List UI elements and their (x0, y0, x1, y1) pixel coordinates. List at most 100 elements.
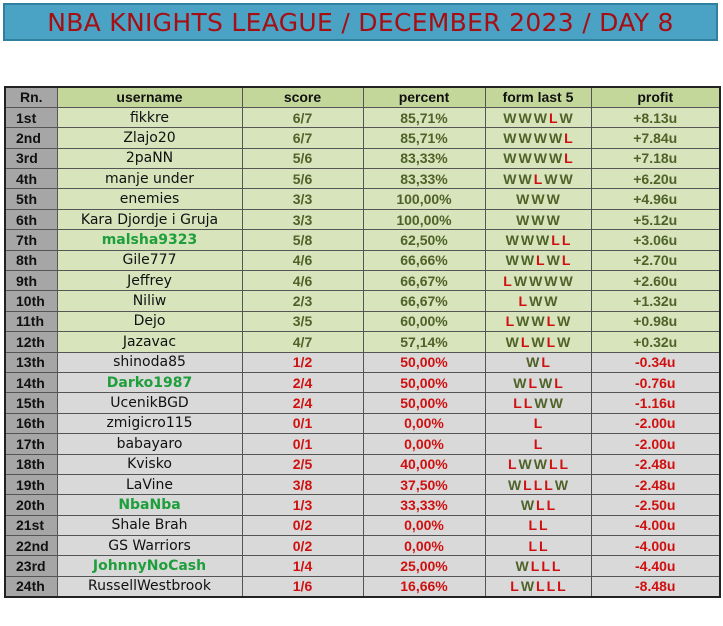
form-win: W (503, 129, 517, 146)
table-row: 5th enemies 3/3 100,00% W W W +4.96u (4, 188, 721, 210)
form-cell: L (484, 412, 592, 435)
header-score: score (241, 86, 364, 108)
form-win: W (518, 170, 532, 187)
form-win: W (546, 191, 560, 208)
table-row: 7th malsha9323 5/8 62,50% W W W L L +3.06u (4, 229, 721, 251)
username-cell: GS Warriors (56, 535, 243, 557)
form-win: W (548, 129, 563, 146)
form-loss: L (528, 374, 537, 391)
username-cell: RussellWestbrook (56, 575, 243, 598)
form-loss: L (546, 497, 556, 513)
rank-cell: 1st (4, 106, 58, 129)
percent-cell: 0,00% (362, 433, 486, 455)
score-cell: 4/6 (241, 249, 364, 272)
form-win: W (516, 211, 530, 228)
score-cell: 5/8 (241, 229, 364, 251)
score-cell: 1/3 (241, 494, 364, 516)
form-loss: L (505, 313, 515, 330)
percent-cell: 66,67% (362, 290, 486, 312)
form-loss: L (523, 395, 533, 412)
profit-cell: -2.48u (590, 453, 721, 475)
form-loss: L (533, 170, 543, 187)
form-win: W (503, 150, 517, 167)
form-loss: L (528, 517, 537, 534)
form-loss: L (523, 476, 532, 493)
form-loss: L (533, 415, 543, 432)
table-row: 20th NbaNba 1/3 33,33% W L L -2.50u (4, 494, 721, 516)
percent-cell: 66,67% (362, 270, 486, 292)
form-cell: L (484, 433, 592, 455)
profit-cell: +4.96u (590, 188, 721, 210)
form-loss: L (520, 333, 530, 350)
username-cell: Shale Brah (56, 514, 243, 537)
percent-cell: 16,66% (362, 575, 486, 598)
form-win: W (539, 374, 553, 391)
percent-cell: 0,00% (362, 514, 486, 537)
form-loss: L (564, 150, 573, 167)
rank-cell: 20th (4, 494, 58, 516)
table-row: 16th zmigicro115 0/1 0,00% L -2.00u (4, 412, 721, 435)
rank-cell: 15th (4, 392, 58, 414)
form-win: W (533, 109, 547, 126)
form-loss: L (518, 293, 528, 310)
profit-cell: -2.00u (590, 433, 721, 455)
table-row: 21st Shale Brah 0/2 0,00% L L -4.00u (4, 514, 721, 537)
form-loss: L (533, 476, 543, 493)
table-row: 3rd 2paNN 5/6 83,33% W W W W L +7.18u (4, 147, 721, 170)
score-cell: 4/6 (241, 270, 364, 292)
form-win: W (518, 456, 532, 473)
percent-cell: 37,50% (362, 473, 486, 496)
form-loss: L (536, 578, 545, 595)
username-cell: fikkre (56, 106, 243, 129)
form-win: W (554, 476, 569, 493)
username-cell: shinoda85 (56, 351, 243, 373)
score-cell: 0/1 (241, 433, 364, 455)
form-loss: L (564, 129, 573, 146)
header-rank: Rn. (4, 86, 58, 108)
score-cell: 3/8 (241, 473, 364, 496)
form-loss: L (541, 354, 550, 371)
form-win: W (520, 578, 535, 595)
standings-table: Rn. username score percent form last 5 p… (4, 86, 721, 598)
league-title-banner: NBA KNIGHTS LEAGUE / DECEMBER 2023 / DAY… (3, 3, 718, 41)
table-row: 23rd JohnnyNoCash 1/4 25,00% W L L L -4.40u (4, 555, 721, 577)
table-row: 10th Niliw 2/3 66,67% L W W +1.32u (4, 290, 721, 312)
form-win: W (505, 252, 519, 269)
score-cell: 6/7 (241, 106, 364, 129)
percent-cell: 0,00% (362, 412, 486, 435)
rank-cell: 6th (4, 208, 58, 231)
table-row: 1st fikkre 6/7 85,71% W W W L W +8.13u (4, 106, 721, 129)
form-loss: L (528, 537, 537, 554)
username-cell: Darko1987 (56, 371, 243, 394)
table-row: 17th babayaro 0/1 0,00% L -2.00u (4, 433, 721, 455)
form-loss: L (551, 231, 560, 248)
username-cell: malsha9323 (56, 229, 243, 251)
table-row: 18th Kvisko 2/5 40,00% L W W L L -2.48u (4, 453, 721, 475)
profit-cell: -4.00u (590, 514, 721, 537)
form-win: W (559, 170, 573, 187)
score-cell: 5/6 (241, 168, 364, 190)
username-cell: NbaNba (56, 494, 243, 516)
form-loss: L (507, 456, 517, 473)
table-row: 6th Kara Djordje i Gruja 3/3 100,00% W W W +5.1… (4, 208, 721, 231)
username-cell: zmigicro115 (56, 412, 243, 435)
form-win: W (548, 150, 563, 167)
percent-cell: 83,33% (362, 147, 486, 170)
profit-cell: -2.00u (590, 412, 721, 435)
percent-cell: 100,00% (362, 208, 486, 231)
profit-cell: -1.16u (590, 392, 721, 414)
profit-cell: -0.34u (590, 351, 721, 373)
form-loss: L (536, 497, 545, 513)
percent-cell: 50,00% (362, 351, 486, 373)
form-win: W (531, 211, 545, 228)
table-row: 13th shinoda85 1/2 50,00% W L -0.34u (4, 351, 721, 373)
form-loss: L (548, 456, 558, 473)
percent-cell: 60,00% (362, 310, 486, 333)
table-header-row: Rn. username score percent form last 5 p… (4, 86, 721, 108)
form-win: W (544, 293, 558, 310)
